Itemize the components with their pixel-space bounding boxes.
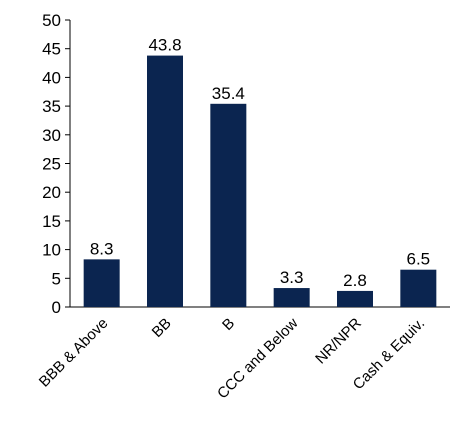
- bar: [210, 103, 247, 307]
- y-axis: 0 5 10 15 20 25 30 35 40 45 50: [42, 11, 71, 317]
- data-label: 6.5: [407, 250, 431, 269]
- y-tick-label: 25: [42, 155, 61, 174]
- data-labels: 8.3 43.8 35.4 3.3 2.8 6.5: [90, 36, 430, 290]
- y-tick-label: 30: [42, 126, 61, 145]
- category-label: BBB & Above: [36, 315, 112, 391]
- category-label: B: [219, 315, 238, 334]
- data-label: 3.3: [280, 268, 304, 287]
- y-tick-label: 40: [42, 68, 61, 87]
- bar: [147, 55, 183, 308]
- category-label: NR/NPR: [312, 315, 365, 368]
- data-label: 2.8: [343, 271, 367, 290]
- data-label: 43.8: [148, 36, 181, 55]
- y-tick-label: 50: [42, 11, 61, 30]
- bar: [83, 259, 120, 307]
- bars: [83, 55, 437, 308]
- y-tick-label: 35: [42, 97, 61, 116]
- y-tick-label: 5: [52, 269, 61, 288]
- category-label: BB: [149, 315, 175, 341]
- data-label: 8.3: [90, 239, 114, 258]
- y-tick-label: 20: [42, 183, 61, 202]
- y-tick-label: 0: [52, 298, 61, 317]
- bar: [273, 288, 310, 307]
- bar: [400, 269, 437, 307]
- y-tick-label: 45: [42, 40, 61, 59]
- bar: [337, 290, 373, 307]
- data-label: 35.4: [212, 84, 245, 103]
- y-tick-label: 15: [42, 212, 61, 231]
- y-tick-label: 10: [42, 241, 61, 260]
